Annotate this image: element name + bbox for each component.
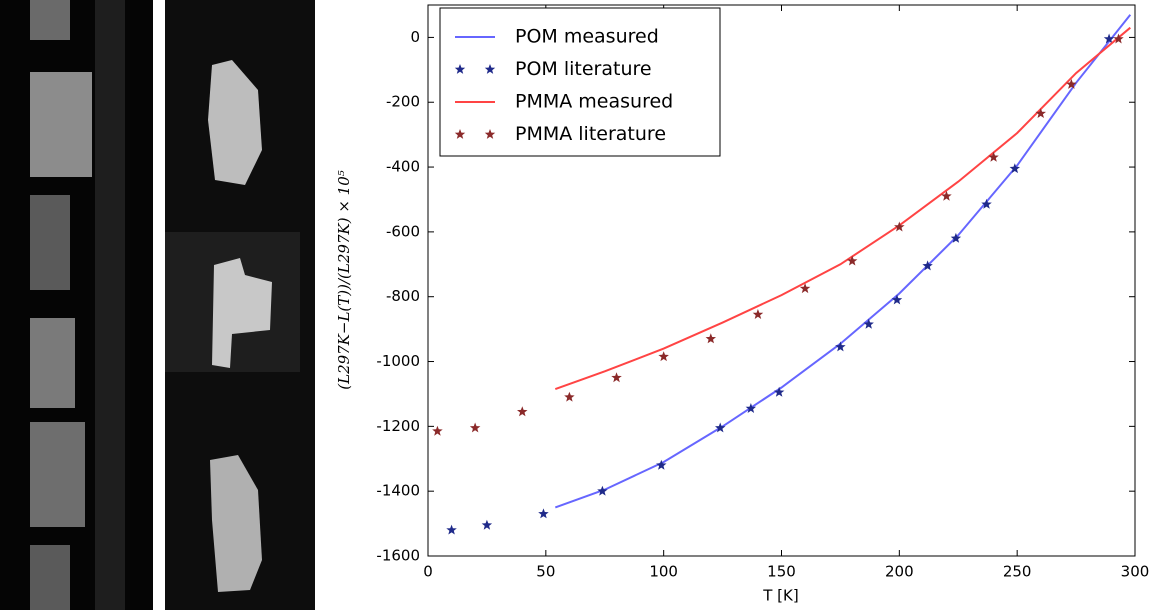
- series-marker: [950, 232, 962, 243]
- legend-swatch: [484, 64, 496, 74]
- series-marker: [773, 386, 785, 397]
- legend-swatch: [454, 129, 466, 139]
- y-tick-label: 0: [410, 28, 420, 46]
- x-tick-label: 200: [885, 563, 914, 581]
- y-tick-label: -800: [386, 287, 420, 305]
- legend-label: PMMA literature: [515, 123, 666, 145]
- series-marker: [835, 341, 846, 352]
- series-marker: [611, 372, 622, 383]
- legend-swatch: [484, 129, 496, 139]
- x-tick-label: 150: [767, 563, 796, 581]
- series-marker: [446, 524, 457, 535]
- series-marker: [658, 351, 669, 362]
- series-marker: [1066, 78, 1077, 89]
- series-marker: [656, 459, 667, 470]
- legend-swatch: [454, 64, 466, 74]
- x-tick-label: 300: [1121, 563, 1150, 581]
- series-marker: [597, 485, 608, 496]
- series-marker: [469, 422, 481, 433]
- y-tick-label: -1000: [376, 352, 420, 370]
- y-tick-label: -1400: [376, 482, 420, 500]
- series-marker: [988, 151, 999, 162]
- legend-label: POM measured: [515, 26, 659, 48]
- x-axis-label: T [K]: [762, 587, 798, 605]
- legend-box: [439, 7, 721, 157]
- series-marker: [705, 333, 716, 344]
- series-marker: [1009, 163, 1020, 174]
- y-tick-label: -1600: [376, 547, 420, 565]
- series-marker: [922, 260, 933, 271]
- series-marker: [799, 283, 811, 294]
- x-tick-label: 250: [1003, 563, 1032, 581]
- x-tick-label: 0: [423, 563, 433, 581]
- series-marker: [538, 508, 549, 519]
- series-marker: [863, 318, 874, 329]
- y-tick-label: -1200: [376, 417, 420, 435]
- legend-label: POM literature: [515, 58, 652, 80]
- series-marker: [1113, 33, 1124, 44]
- y-tick-label: -600: [386, 222, 420, 240]
- series-marker: [517, 406, 528, 417]
- y-tick-label: -400: [386, 158, 420, 176]
- series-line: [554, 26, 1131, 391]
- series-marker: [752, 309, 764, 319]
- series-marker: [847, 255, 858, 266]
- legend-label: PMMA measured: [515, 91, 673, 113]
- series-marker: [1103, 33, 1115, 44]
- series-marker: [715, 422, 726, 433]
- y-axis-label: (L297K−L(T))/(L297K) × 10⁵: [335, 170, 353, 390]
- series-marker: [1035, 108, 1046, 118]
- photo-right: [165, 0, 315, 610]
- photo-left: [0, 0, 153, 610]
- series-marker: [432, 425, 443, 436]
- x-tick-label: 50: [536, 563, 555, 581]
- series-marker: [941, 190, 952, 201]
- series-marker: [564, 391, 575, 402]
- x-tick-label: 100: [649, 563, 678, 581]
- series-marker: [481, 519, 493, 530]
- y-tick-label: -200: [386, 93, 420, 111]
- series-marker: [745, 403, 757, 413]
- series-marker: [891, 294, 903, 305]
- series-marker: [981, 198, 992, 209]
- series-marker: [894, 221, 905, 232]
